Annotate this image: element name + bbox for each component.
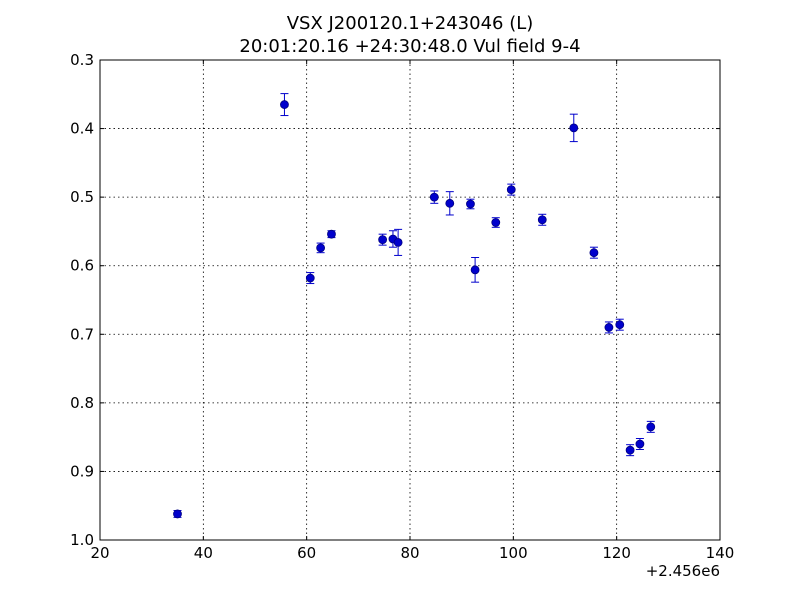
x-tick-label: 40 — [194, 544, 213, 562]
data-point — [625, 444, 635, 457]
y-tick-label: 0.5 — [70, 188, 94, 206]
point-marker — [393, 237, 403, 247]
data-point — [604, 321, 614, 334]
point-marker — [378, 235, 388, 245]
point-marker — [445, 198, 455, 208]
data-point — [506, 183, 516, 196]
point-marker — [625, 445, 635, 455]
x-tick-label: 100 — [499, 544, 528, 562]
chart-subtitle: 20:01:20.16 +24:30:48.0 Vul field 9-4 — [239, 36, 580, 57]
point-marker — [470, 265, 480, 275]
point-marker — [506, 185, 516, 195]
x-tick-label: 20 — [90, 544, 109, 562]
point-marker — [646, 422, 656, 432]
point-marker — [466, 199, 475, 209]
point-marker — [589, 248, 599, 258]
y-tick-label: 0.9 — [70, 462, 94, 480]
point-marker — [173, 509, 182, 519]
data-point — [305, 272, 315, 285]
data-point — [569, 113, 579, 143]
data-point — [615, 318, 625, 331]
grid-lines — [100, 60, 720, 540]
axis-ticks: 20 40 60 80 100 120 140 0.3 0.4 0.5 0.6 0.7 0.8 0.9 1.… — [70, 51, 734, 562]
data-point — [589, 246, 599, 259]
plot-frame — [99, 59, 721, 541]
chart-title: VSX J200120.1+243046 (L) — [287, 13, 534, 34]
x-tick-label: 140 — [706, 544, 735, 562]
data-point — [280, 93, 289, 117]
x-tick-label: 60 — [297, 544, 316, 562]
data-point — [445, 191, 455, 216]
data-point — [173, 509, 182, 519]
y-tick-label: 0.4 — [70, 120, 94, 138]
point-marker — [635, 439, 645, 449]
data-point — [429, 190, 439, 204]
point-marker — [491, 218, 501, 227]
point-marker — [280, 100, 289, 109]
y-tick-label: 0.8 — [70, 394, 94, 412]
x-tick-label: 80 — [400, 544, 419, 562]
point-marker — [537, 215, 547, 225]
point-marker — [316, 243, 326, 253]
data-point — [537, 213, 547, 226]
data-point — [470, 256, 480, 283]
data-point — [635, 438, 645, 450]
point-marker — [569, 123, 579, 133]
data-point — [466, 198, 475, 210]
y-tick-label: 0.7 — [70, 325, 94, 343]
point-marker — [604, 323, 614, 332]
x-tick-label: 120 — [602, 544, 631, 562]
point-marker — [327, 229, 336, 239]
data-point — [393, 228, 403, 256]
y-tick-label: 0.6 — [70, 257, 94, 275]
data-point — [646, 420, 656, 433]
data-point — [316, 242, 326, 254]
point-marker — [305, 273, 315, 283]
y-tick-label: 1.0 — [70, 531, 94, 549]
data-series — [173, 93, 656, 519]
point-marker — [429, 192, 439, 202]
data-point — [378, 233, 388, 246]
data-point — [491, 217, 501, 228]
data-point — [327, 229, 336, 239]
y-tick-label: 0.3 — [70, 51, 94, 69]
x-offset-label: +2.456e6 — [646, 562, 720, 580]
point-marker — [615, 320, 625, 330]
